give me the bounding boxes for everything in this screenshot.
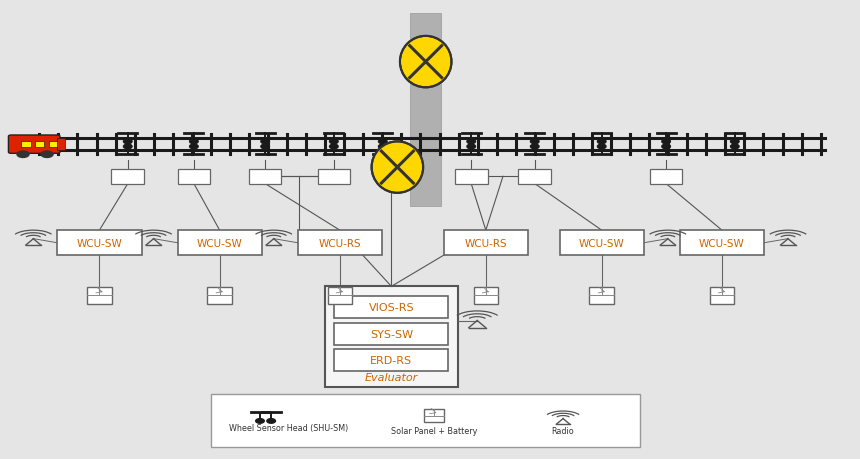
FancyBboxPatch shape <box>9 136 60 154</box>
Bar <box>424 409 445 423</box>
Bar <box>177 169 210 184</box>
Bar <box>474 288 498 304</box>
Bar <box>58 139 65 151</box>
Text: WCU-SW: WCU-SW <box>699 238 745 248</box>
Text: SYS-SW: SYS-SW <box>370 329 413 339</box>
Circle shape <box>662 140 671 145</box>
Bar <box>444 230 528 256</box>
Bar <box>35 142 45 148</box>
Bar <box>317 169 350 184</box>
Circle shape <box>730 140 739 145</box>
Bar <box>325 287 458 387</box>
Text: WCU-SW: WCU-SW <box>77 238 122 248</box>
Bar <box>211 394 641 447</box>
Bar <box>680 230 764 256</box>
Text: Solar Panel + Battery: Solar Panel + Battery <box>391 426 477 435</box>
Text: ERD-RS: ERD-RS <box>371 355 413 365</box>
Ellipse shape <box>372 142 423 193</box>
Circle shape <box>531 145 539 150</box>
Bar <box>207 288 232 304</box>
Circle shape <box>124 140 132 145</box>
Bar <box>560 230 644 256</box>
Circle shape <box>261 145 269 150</box>
Text: WCU-SW: WCU-SW <box>579 238 624 248</box>
Circle shape <box>531 140 539 145</box>
Bar <box>335 349 448 371</box>
Bar <box>49 142 58 148</box>
Circle shape <box>378 145 387 150</box>
Circle shape <box>378 140 387 145</box>
Circle shape <box>329 140 338 145</box>
Bar <box>58 230 142 256</box>
Text: Radio: Radio <box>552 426 574 435</box>
Bar <box>112 169 144 184</box>
Text: WCU-RS: WCU-RS <box>464 238 507 248</box>
Circle shape <box>17 152 29 158</box>
Bar <box>335 297 448 318</box>
Circle shape <box>255 419 264 423</box>
Bar <box>335 323 448 345</box>
Circle shape <box>124 145 132 150</box>
Circle shape <box>189 140 198 145</box>
Circle shape <box>730 145 739 150</box>
Bar <box>455 169 488 184</box>
Circle shape <box>467 140 476 145</box>
Text: VIOS-RS: VIOS-RS <box>369 302 415 312</box>
Circle shape <box>41 152 53 158</box>
Circle shape <box>267 419 275 423</box>
Circle shape <box>329 145 338 150</box>
Circle shape <box>662 145 671 150</box>
Ellipse shape <box>400 37 452 88</box>
Bar <box>298 230 382 256</box>
Text: Evaluator: Evaluator <box>365 372 418 382</box>
Bar <box>328 288 352 304</box>
Text: WCU-SW: WCU-SW <box>197 238 243 248</box>
Bar <box>87 288 112 304</box>
Text: WCU-RS: WCU-RS <box>318 238 361 248</box>
Bar <box>519 169 551 184</box>
Bar <box>710 288 734 304</box>
Text: Wheel Sensor Head (SHU-SM): Wheel Sensor Head (SHU-SM) <box>229 423 348 432</box>
Circle shape <box>467 145 476 150</box>
Circle shape <box>598 140 606 145</box>
Bar <box>249 169 281 184</box>
Bar <box>650 169 683 184</box>
Circle shape <box>598 145 606 150</box>
Circle shape <box>261 140 269 145</box>
Bar <box>22 142 31 148</box>
Bar <box>177 230 261 256</box>
Bar <box>589 288 614 304</box>
Bar <box>410 14 441 207</box>
Circle shape <box>189 145 198 150</box>
